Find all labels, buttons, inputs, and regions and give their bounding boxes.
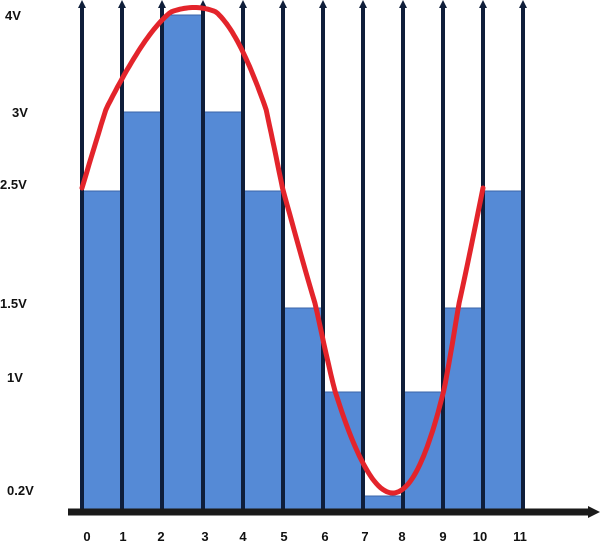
x-tick-label: 11 (513, 529, 527, 544)
x-tick-label: 4 (239, 529, 247, 544)
arrow-up-icon (519, 0, 527, 8)
arrow-up-icon (319, 0, 327, 8)
x-tick-label: 2 (157, 529, 164, 544)
sine-curve (79, 5, 486, 496)
x-tick-label: 7 (361, 529, 368, 544)
y-tick-label: 0.2V (7, 483, 34, 498)
sample-bar (202, 111, 244, 513)
arrow-up-icon (78, 0, 86, 8)
sample-bar (242, 190, 284, 513)
x-tick-label: 3 (201, 529, 208, 544)
sample-bar (121, 111, 163, 513)
x-tick-label: 9 (439, 529, 446, 544)
y-tick-label: 1V (7, 370, 23, 385)
arrow-up-icon (239, 0, 247, 8)
arrow-right-icon (588, 506, 600, 518)
y-tick-label: 3V (12, 105, 28, 120)
x-tick-label: 1 (119, 529, 126, 544)
sample-bar (81, 190, 123, 513)
arrow-up-icon (279, 0, 287, 8)
y-tick-label: 1.5V (0, 296, 27, 311)
arrow-up-icon (479, 0, 487, 8)
y-tick-label: 2.5V (0, 177, 27, 192)
sample-bar (161, 14, 204, 513)
sample-bar (442, 307, 484, 513)
sample-bar (482, 190, 524, 513)
x-tick-label: 8 (398, 529, 405, 544)
x-tick-label: 0 (83, 529, 90, 544)
x-tick-label: 10 (473, 529, 487, 544)
x-tick-label: 6 (321, 529, 328, 544)
arrow-up-icon (118, 0, 126, 8)
arrow-up-icon (359, 0, 367, 8)
sample-bar (282, 307, 324, 513)
arrow-up-icon (399, 0, 407, 8)
arrow-up-icon (158, 0, 166, 8)
x-tick-label: 5 (280, 529, 287, 544)
arrow-up-icon (439, 0, 447, 8)
y-tick-label: 4V (5, 8, 21, 23)
